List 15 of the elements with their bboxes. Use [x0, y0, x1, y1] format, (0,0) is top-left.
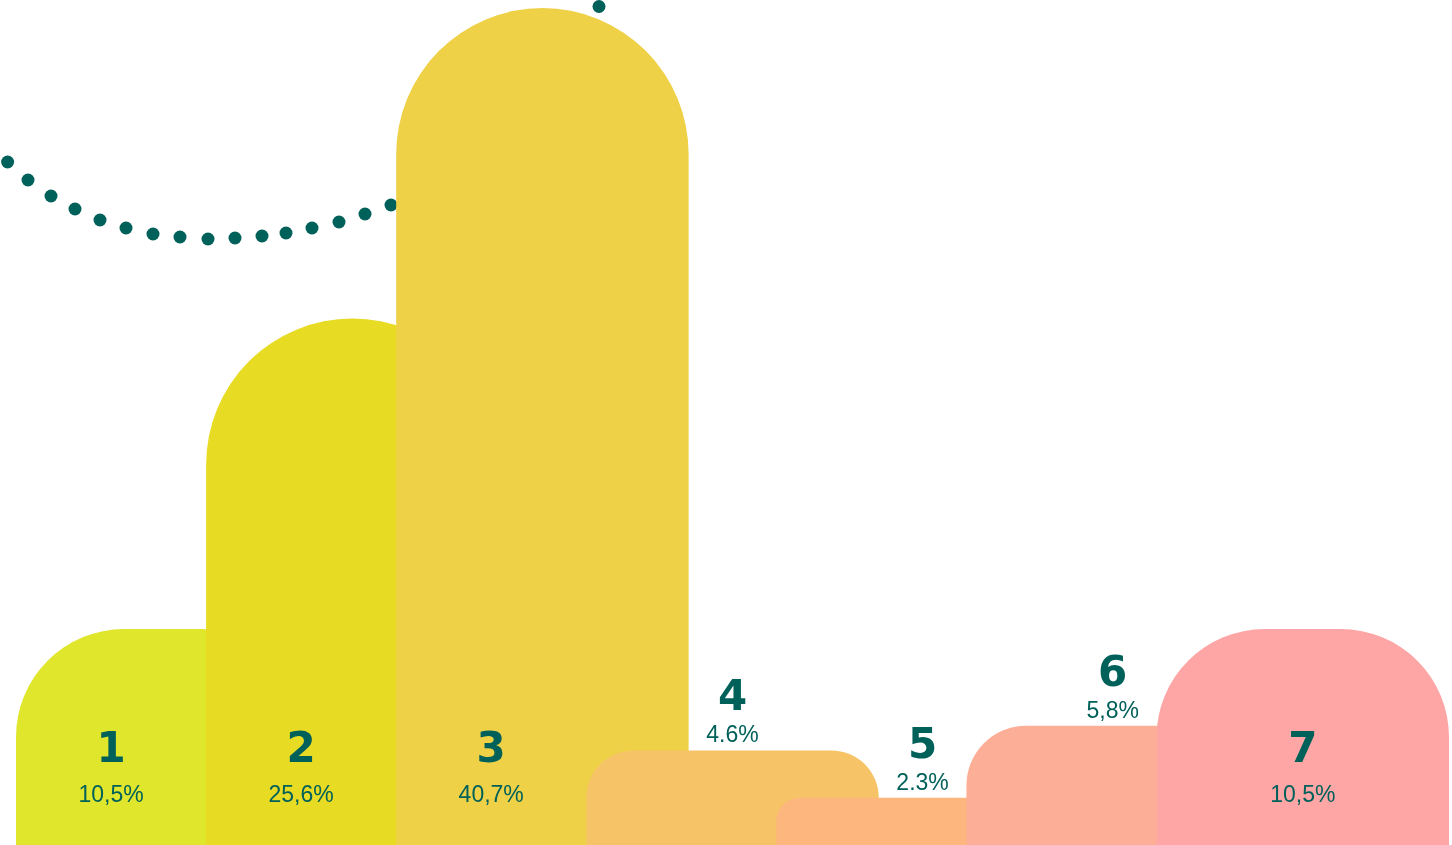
x-tick-label: 3	[476, 723, 506, 772]
x-tick-label: 1	[96, 723, 126, 772]
bar	[396, 8, 689, 845]
data-label: 10,5%	[78, 781, 144, 807]
data-label: 25,6%	[268, 781, 334, 807]
x-tick-label: 2	[286, 723, 316, 772]
data-label: 2.3%	[896, 768, 949, 795]
x-tick-label: 7	[1288, 723, 1318, 772]
data-label: 10,5%	[1270, 781, 1336, 807]
x-tick-label: 5	[907, 718, 938, 768]
data-label: 5,8%	[1086, 696, 1139, 723]
x-tick-label: 4	[717, 671, 748, 721]
x-tick-label: 6	[1098, 646, 1128, 696]
data-label: 4.6%	[706, 721, 759, 748]
data-label: 40,7%	[458, 781, 524, 807]
